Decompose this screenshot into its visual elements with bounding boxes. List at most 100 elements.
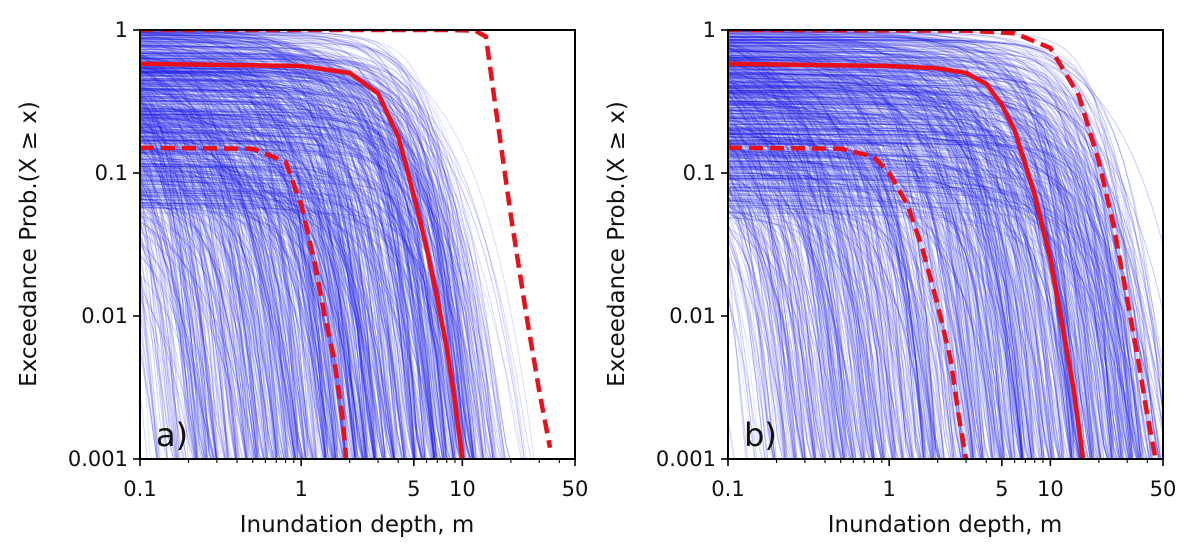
panel-a-ensemble-curve [140, 33, 435, 459]
panel-b-ensemble-curve [728, 176, 1140, 459]
panel-a-ensemble-curve [140, 38, 367, 459]
panel-a-ensemble-curve [140, 83, 368, 459]
panel-b-ensemble-curve [728, 104, 993, 459]
panel-b-ensemble-curve [728, 199, 1033, 459]
panel-b-ensemble-curve [728, 167, 941, 459]
panel-b-ensemble-curve [728, 136, 940, 459]
panel-b-ensemble-curve [728, 52, 1023, 459]
panel-b-ensemble-curve [728, 36, 1152, 459]
panel-a-ensemble-curve [140, 163, 279, 459]
panel-b-ensemble-curve [728, 148, 857, 459]
panel-b-ensemble-curve [728, 187, 1093, 459]
panel-a-ensemble-curve [140, 109, 326, 459]
panel-a-ensemble-curve [140, 163, 410, 459]
panel-b-ensemble-curve [728, 39, 1133, 459]
panel-a-ensemble-curve [140, 97, 306, 459]
panel-b-ensemble-curve [728, 74, 1102, 459]
panel-b-ensemble-curve [728, 124, 1073, 459]
panel-b-ensemble-curve [728, 117, 1120, 459]
panel-a-ensemble-curve [140, 80, 451, 459]
panel-b-ensemble-curve [728, 53, 1134, 459]
panel-b-ensemble-curve [728, 110, 1163, 376]
panel-a-ensemble-curve [140, 157, 296, 459]
panel-b-ensemble-curve [728, 179, 1000, 459]
panel-b-ensemble-curve [728, 133, 1163, 459]
panel-a-ensemble-curve [140, 56, 287, 459]
panel-b-ensemble-curve [728, 140, 1003, 459]
panel-a-ensemble-curve [140, 135, 423, 459]
panel-b-ensemble-curve [728, 186, 1108, 459]
panel-a-ensemble-curve [140, 87, 229, 459]
panel-b-ensemble-curve [728, 91, 1015, 459]
panel-a-ensemble-curve [140, 119, 218, 459]
panel-a-ensemble-curve [140, 44, 386, 459]
panel-a-ensemble-curve [140, 32, 416, 459]
panel-a-ensemble-curve [140, 88, 405, 459]
panel-a-ensemble-curve [140, 41, 356, 459]
panel-b-upper-bound-curve [728, 30, 1158, 459]
panel-a-ensemble-curve [140, 39, 474, 459]
panel-b-ensemble-curve [728, 179, 1110, 459]
panel-b-ensemble-curve [728, 41, 874, 459]
panel-b-ensemble-curve [728, 215, 1047, 459]
panel-b-ensemble-curve [728, 173, 807, 459]
panel-a-ensemble-curve [140, 98, 366, 459]
panel-b-ensemble-curve [728, 74, 1141, 459]
panel-b-ensemble-curve [728, 177, 1051, 459]
panel-a-ensemble-curve [140, 141, 455, 459]
panel-a-ensemble-curve [140, 50, 415, 459]
panel-b-ensemble-curve [728, 103, 1040, 459]
panel-a-ensemble-curve [140, 207, 445, 459]
panel-a-ensemble-curve [140, 121, 233, 459]
panel-a-ensemble-curve [140, 202, 237, 459]
panel-b-ensemble-curve [728, 85, 895, 459]
panel-a-ensemble-curve [140, 135, 462, 459]
panel-b-ensemble-curve [728, 174, 1031, 459]
panel-a-ensemble-curve [140, 70, 337, 459]
panel-a-ensemble-curve [140, 132, 505, 459]
panel-b-ensemble-curve [728, 38, 933, 459]
panel-a-ensemble-curve [140, 195, 377, 459]
panel-b-ensemble-curve [728, 76, 1002, 459]
panel-b-ensemble-curve [728, 49, 997, 459]
panel-b-ensemble-curve [728, 36, 1073, 459]
panel-b-ensemble-curve [728, 204, 1061, 459]
panel-a-ensemble-curve [140, 73, 327, 459]
panel-b-ensemble-curve [728, 117, 1142, 459]
panel-b-ensemble-curve [728, 200, 956, 459]
panel-b-ensemble-curve [728, 155, 1132, 459]
panel-b-ensemble-curve [728, 161, 1105, 459]
panel-a-ensemble-curve [140, 99, 356, 459]
panel-a-ensemble-curve [140, 118, 507, 459]
panel-b-ensemble-curve [728, 81, 1022, 459]
panel-a-ensemble-curve [140, 146, 265, 459]
panel-b-ensemble-curve [728, 90, 1091, 459]
panel-a-ensemble-curve [140, 70, 295, 459]
panel-b-ensemble-curve [728, 175, 930, 459]
panel-b-ensemble-curve [728, 186, 990, 459]
panel-a-ensemble-curve [140, 146, 368, 459]
panel-a-ensemble-curve [140, 126, 463, 459]
panel-b-ensemble-curve [728, 81, 904, 459]
panel-b-ensemble-curve [728, 41, 1014, 459]
panel-b-ensemble-curve [728, 63, 869, 459]
panel-a-ensemble-curve [140, 73, 302, 459]
panel-b-ensemble-curve [728, 56, 1033, 459]
panel-a-ensemble-curve [140, 125, 217, 459]
panel-b-ensemble-curve [728, 68, 946, 459]
panel-a-ensemble-curve [140, 210, 247, 459]
panel-a-ensemble-curve [140, 45, 475, 459]
panel-a-ensemble-curve [140, 32, 370, 459]
panel-a-ensemble-curve [140, 140, 401, 459]
panel-a-ensemble-curve [140, 116, 465, 459]
panel-a-ensemble-curve [140, 205, 297, 459]
panel-b-ensemble-curve [728, 71, 882, 459]
panel-b-ensemble-curve [728, 108, 962, 459]
panel-a-lower-bound-curve [140, 145, 349, 459]
panel-a-ensemble-curve [140, 212, 454, 459]
panel-a-ensemble-curve [140, 59, 473, 459]
panel-b-ensemble-curve [728, 120, 1133, 459]
panel-b-ensemble-curve [728, 62, 855, 459]
panel-b-ensemble-curve [728, 37, 1072, 459]
panel-a-ensemble-curve [140, 33, 471, 459]
